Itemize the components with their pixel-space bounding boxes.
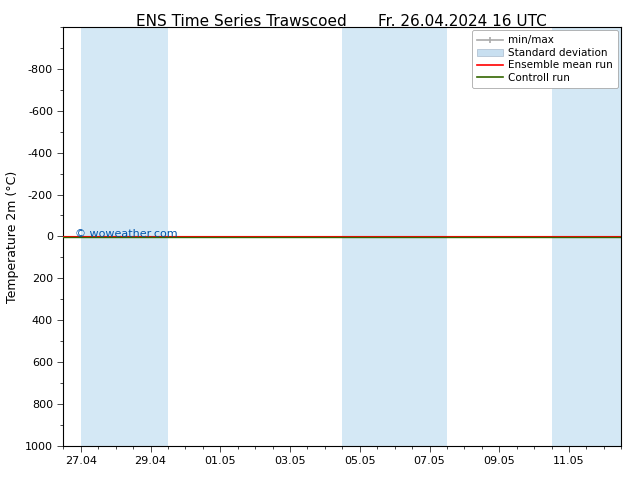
Bar bbox=[342, 27, 394, 446]
Bar bbox=[133, 27, 168, 446]
Text: Fr. 26.04.2024 16 UTC: Fr. 26.04.2024 16 UTC bbox=[378, 14, 547, 29]
Text: © woweather.com: © woweather.com bbox=[75, 229, 177, 239]
Y-axis label: Temperature 2m (°C): Temperature 2m (°C) bbox=[6, 171, 20, 302]
Bar bbox=[394, 27, 447, 446]
Text: ENS Time Series Trawscoed: ENS Time Series Trawscoed bbox=[136, 14, 346, 29]
Bar bbox=[552, 27, 621, 446]
Legend: min/max, Standard deviation, Ensemble mean run, Controll run: min/max, Standard deviation, Ensemble me… bbox=[472, 30, 618, 88]
Bar bbox=[81, 27, 133, 446]
